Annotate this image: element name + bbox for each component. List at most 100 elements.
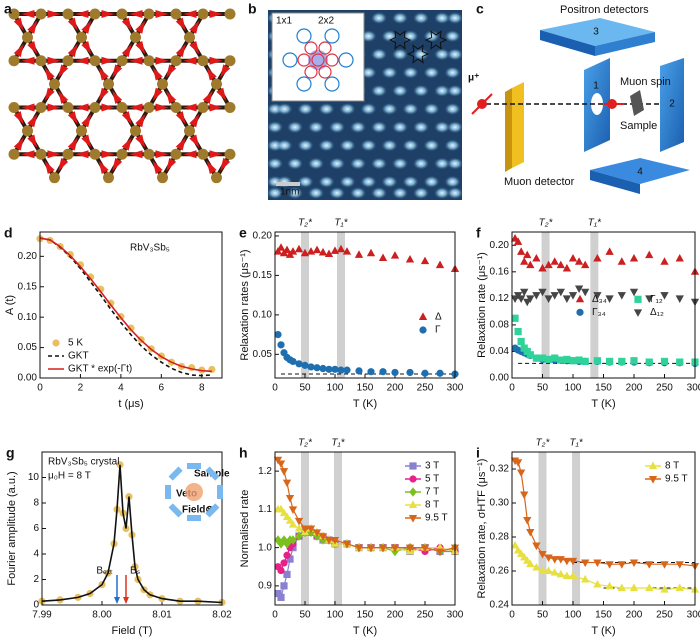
panel-label: i	[476, 445, 480, 461]
spin-arrow	[129, 10, 143, 18]
spin-arrow	[27, 134, 38, 148]
legend-marker	[575, 294, 585, 303]
marker	[568, 571, 578, 580]
marker	[660, 292, 669, 300]
marker	[605, 561, 614, 569]
muon-detector-side	[505, 88, 512, 172]
spin-arrow	[47, 56, 61, 65]
marker	[337, 366, 345, 374]
y-tick-label: 0.20	[490, 240, 510, 251]
legend-label: 8 T	[425, 500, 439, 511]
spin-arrow	[21, 103, 35, 112]
stm-spot	[287, 157, 303, 170]
star-of-david	[388, 30, 412, 50]
atom	[8, 102, 20, 114]
marker	[367, 368, 375, 376]
y-axis-label: Relaxation rate (μs⁻¹)	[476, 252, 488, 358]
stm-spot	[267, 157, 283, 170]
spin-arrow	[81, 114, 92, 128]
spin-arrow	[21, 10, 35, 18]
fft-center	[308, 50, 328, 70]
detector-3-side	[540, 30, 595, 56]
spin-arrow	[166, 157, 177, 172]
spin-arrow	[206, 67, 217, 81]
inset-detector	[205, 466, 220, 481]
marker	[629, 583, 639, 591]
atom	[211, 172, 222, 184]
stm-spot	[392, 187, 408, 199]
detector-number: 2	[669, 99, 675, 110]
legend-label: Γ	[435, 325, 441, 336]
atom	[143, 102, 155, 114]
marker	[581, 357, 589, 366]
marker	[520, 288, 529, 297]
x-tick-label: 150	[595, 610, 612, 621]
marker	[532, 253, 541, 262]
x-axis-label: t (μs)	[118, 398, 143, 410]
marker	[568, 292, 578, 300]
spin-arrow	[27, 20, 38, 34]
inset-detector	[187, 463, 201, 469]
transition-band	[541, 232, 550, 378]
spin-arrow	[121, 111, 132, 125]
x-tick-label: 0	[37, 383, 43, 394]
marker	[517, 247, 526, 255]
detector-4-side	[590, 170, 640, 194]
spin-arrow	[183, 150, 197, 159]
plot-frame	[274, 451, 456, 606]
legend-marker	[648, 476, 658, 484]
spin-arrow	[101, 103, 115, 112]
atom	[116, 102, 128, 114]
marker	[421, 369, 429, 377]
arrow-label: Bₑₓₜ	[96, 566, 113, 577]
marker	[336, 244, 346, 253]
marker	[277, 566, 285, 575]
legend-label: 5 K	[68, 338, 83, 349]
spin-arrow	[129, 103, 143, 112]
spin-arrow	[209, 10, 223, 18]
spin-arrow	[101, 56, 115, 65]
marker	[520, 257, 529, 265]
marker	[324, 249, 334, 258]
marker	[556, 260, 565, 269]
marker	[574, 285, 584, 293]
panel-c	[471, 18, 690, 194]
transition-band	[572, 452, 581, 605]
spin-arrow	[135, 114, 146, 128]
panel-label: b	[248, 1, 257, 17]
atom	[35, 148, 47, 160]
spin-arrow	[135, 20, 146, 34]
arrow-label: Bₛ	[130, 566, 141, 577]
marker	[551, 354, 559, 362]
legend-label: Δ₃₄	[592, 294, 607, 305]
stm-spot	[392, 84, 408, 97]
x-tick-label: 300	[687, 383, 700, 394]
panel-label: g	[6, 445, 15, 461]
stm-spot	[371, 84, 387, 97]
x-tick-label: 8	[199, 383, 205, 394]
marker	[526, 528, 535, 537]
legend-label: 7 T	[425, 487, 439, 498]
y-tick-label: 0.00	[490, 373, 510, 384]
marker	[405, 544, 415, 553]
fft-1x1	[338, 52, 354, 68]
y-axis-label: Relaxation rate, σHTF (μs⁻¹)	[476, 459, 488, 599]
spin-arrow	[135, 41, 146, 55]
legend-marker	[418, 312, 428, 320]
marker	[273, 247, 283, 255]
inset-detector	[165, 485, 171, 499]
marker	[127, 324, 135, 332]
stm-spot	[434, 157, 450, 170]
marker	[300, 525, 310, 534]
y-tick-label: 0.9	[258, 581, 272, 592]
fft-2x2	[318, 65, 332, 79]
marker	[282, 245, 292, 254]
spin-arrow	[129, 150, 143, 159]
atom	[35, 8, 47, 20]
atom	[8, 148, 20, 160]
series-line	[39, 237, 212, 377]
x-tick-label: 200	[626, 383, 643, 394]
star-of-david	[406, 44, 430, 64]
stm-spot	[423, 103, 440, 115]
atom	[89, 8, 101, 20]
